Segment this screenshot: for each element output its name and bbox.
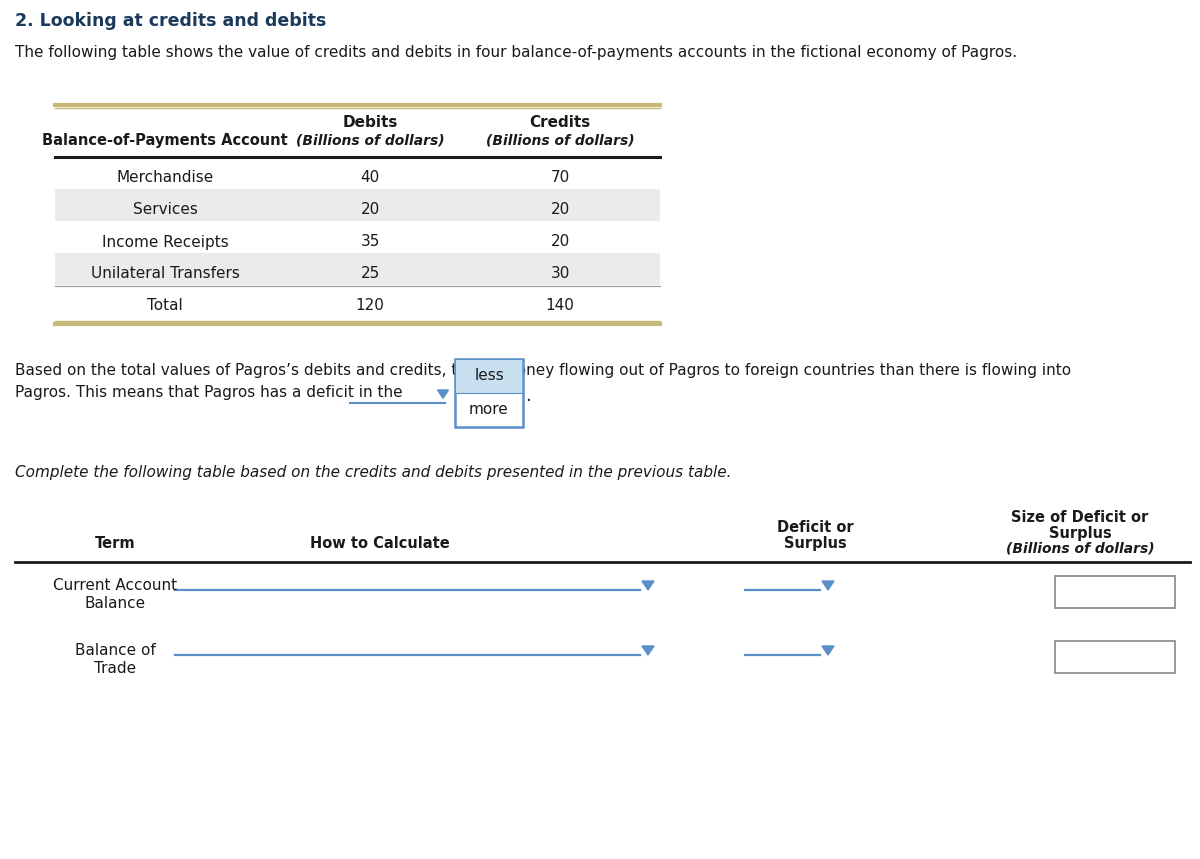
Text: Balance: Balance	[84, 596, 145, 611]
Text: Credits: Credits	[529, 115, 590, 130]
Text: Based on the total values of Pagros’s debits and credits, there is: Based on the total values of Pagros’s de…	[14, 363, 509, 378]
Text: Surplus: Surplus	[1049, 526, 1111, 541]
Polygon shape	[438, 390, 449, 399]
Polygon shape	[481, 366, 492, 375]
Bar	[1055, 641, 1175, 673]
Text: Balance-of-Payments Account: Balance-of-Payments Account	[42, 133, 288, 148]
Text: more: more	[469, 403, 509, 417]
Bar	[55, 189, 660, 221]
Text: 70: 70	[551, 170, 570, 186]
Text: (Billions of dollars): (Billions of dollars)	[295, 133, 444, 147]
Text: 20: 20	[551, 235, 570, 249]
Polygon shape	[822, 646, 834, 655]
Text: 25: 25	[360, 266, 379, 282]
Polygon shape	[642, 646, 654, 655]
Text: Complete the following table based on the credits and debits presented in the pr: Complete the following table based on th…	[14, 465, 732, 480]
Text: 20: 20	[360, 203, 379, 217]
Text: How to Calculate: How to Calculate	[310, 536, 450, 551]
Bar	[55, 253, 660, 285]
Text: Unilateral Transfers: Unilateral Transfers	[90, 266, 240, 282]
Text: money flowing out of Pagros to foreign countries than there is flowing into: money flowing out of Pagros to foreign c…	[497, 363, 1072, 378]
Bar	[456, 360, 522, 393]
Text: less: less	[474, 369, 504, 383]
Text: Surplus: Surplus	[784, 536, 846, 551]
Text: Deficit or: Deficit or	[776, 520, 853, 535]
Bar	[1055, 576, 1175, 608]
Text: Total: Total	[148, 298, 182, 314]
Text: 120: 120	[355, 298, 384, 314]
Text: 20: 20	[551, 203, 570, 217]
Text: 35: 35	[360, 235, 379, 249]
Text: Merchandise: Merchandise	[116, 170, 214, 186]
Text: Trade: Trade	[94, 661, 136, 676]
Text: Income Receipts: Income Receipts	[102, 235, 228, 249]
Polygon shape	[822, 581, 834, 590]
Text: 140: 140	[546, 298, 575, 314]
Text: Debits: Debits	[342, 115, 397, 130]
Text: .: .	[526, 387, 530, 405]
Text: Term: Term	[95, 536, 136, 551]
Text: (Billions of dollars): (Billions of dollars)	[1006, 542, 1154, 556]
Text: 2. Looking at credits and debits: 2. Looking at credits and debits	[14, 12, 326, 30]
Text: Size of Deficit or: Size of Deficit or	[1012, 510, 1148, 525]
Text: The following table shows the value of credits and debits in four balance-of-pay: The following table shows the value of c…	[14, 45, 1018, 60]
Text: (Billions of dollars): (Billions of dollars)	[486, 133, 635, 147]
Polygon shape	[642, 581, 654, 590]
Text: Balance of: Balance of	[74, 643, 155, 658]
Text: 30: 30	[551, 266, 570, 282]
Bar	[455, 359, 523, 427]
Text: Current Account: Current Account	[53, 578, 178, 593]
Text: Services: Services	[132, 203, 198, 217]
Text: 40: 40	[360, 170, 379, 186]
Text: Pagros. This means that Pagros has a deficit in the: Pagros. This means that Pagros has a def…	[14, 385, 403, 400]
